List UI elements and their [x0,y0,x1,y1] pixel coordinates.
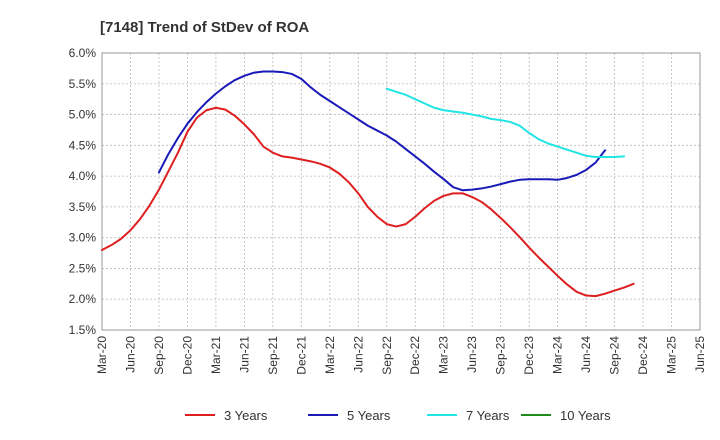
x-tick-label: Mar-20 [95,336,109,374]
x-tick-label: Mar-24 [551,336,565,374]
x-tick-label: Jun-23 [465,336,479,373]
x-tick-label: Mar-22 [323,336,337,374]
series-line-7-years [385,87,626,159]
x-tick-label: Sep-21 [266,336,280,375]
y-tick-label: 2.0% [69,292,97,306]
y-tick-label: 2.5% [69,261,97,275]
y-tick-label: 6.0% [69,46,97,60]
chart-title: [7148] Trend of StDev of ROA [100,19,309,36]
x-tick-label: Jun-20 [123,336,137,373]
y-axis-tick-labels: 1.5% 2.0% 2.5% 3.0% 3.5% 4.0% 4.5% 5.0% 5.5% 6.0% [69,46,97,337]
x-tick-label: Jun-22 [351,336,365,373]
x-tick-label: Sep-20 [152,336,166,375]
x-tick-label: Jun-21 [237,336,251,373]
y-tick-label: 5.0% [69,108,97,122]
x-tick-label: Mar-25 [665,336,679,374]
y-tick-label: 3.5% [69,200,97,214]
plot-border [101,52,701,331]
series-lines [101,70,635,298]
x-tick-label: Sep-23 [494,336,508,375]
x-tick-label: Dec-21 [294,336,308,375]
legend-label-7-years: 7 Years [466,408,510,423]
y-tick-label: 5.5% [69,77,97,91]
legend-label-3-years: 3 Years [224,408,268,423]
x-tick-label: Jun-24 [579,336,593,373]
x-tick-label: Dec-24 [636,336,650,375]
grid [101,52,701,331]
legend-label-10-years: 10 Years [560,408,611,423]
x-tick-label: Jun-25 [693,336,707,373]
x-tick-label: Sep-22 [380,336,394,375]
y-tick-label: 1.5% [69,323,97,337]
y-tick-label: 4.5% [69,138,97,152]
x-tick-label: Dec-22 [408,336,422,375]
legend-label-5-years: 5 Years [347,408,391,423]
x-tick-label: Sep-24 [608,336,622,375]
y-tick-label: 4.0% [69,169,97,183]
series-line-3-years [101,106,635,298]
legend: 3 Years 5 Years 7 Years 10 Years [185,408,611,423]
series-line-5-years [157,70,607,192]
x-axis-tick-labels: Mar-20 Jun-20 Sep-20 Dec-20 Mar-21 Jun-21 Sep-… [95,336,707,375]
x-tick-label: Dec-23 [522,336,536,375]
x-tick-label: Mar-23 [437,336,451,374]
x-tick-label: Mar-21 [209,336,223,374]
y-tick-label: 3.0% [69,231,97,245]
x-tick-label: Dec-20 [180,336,194,375]
